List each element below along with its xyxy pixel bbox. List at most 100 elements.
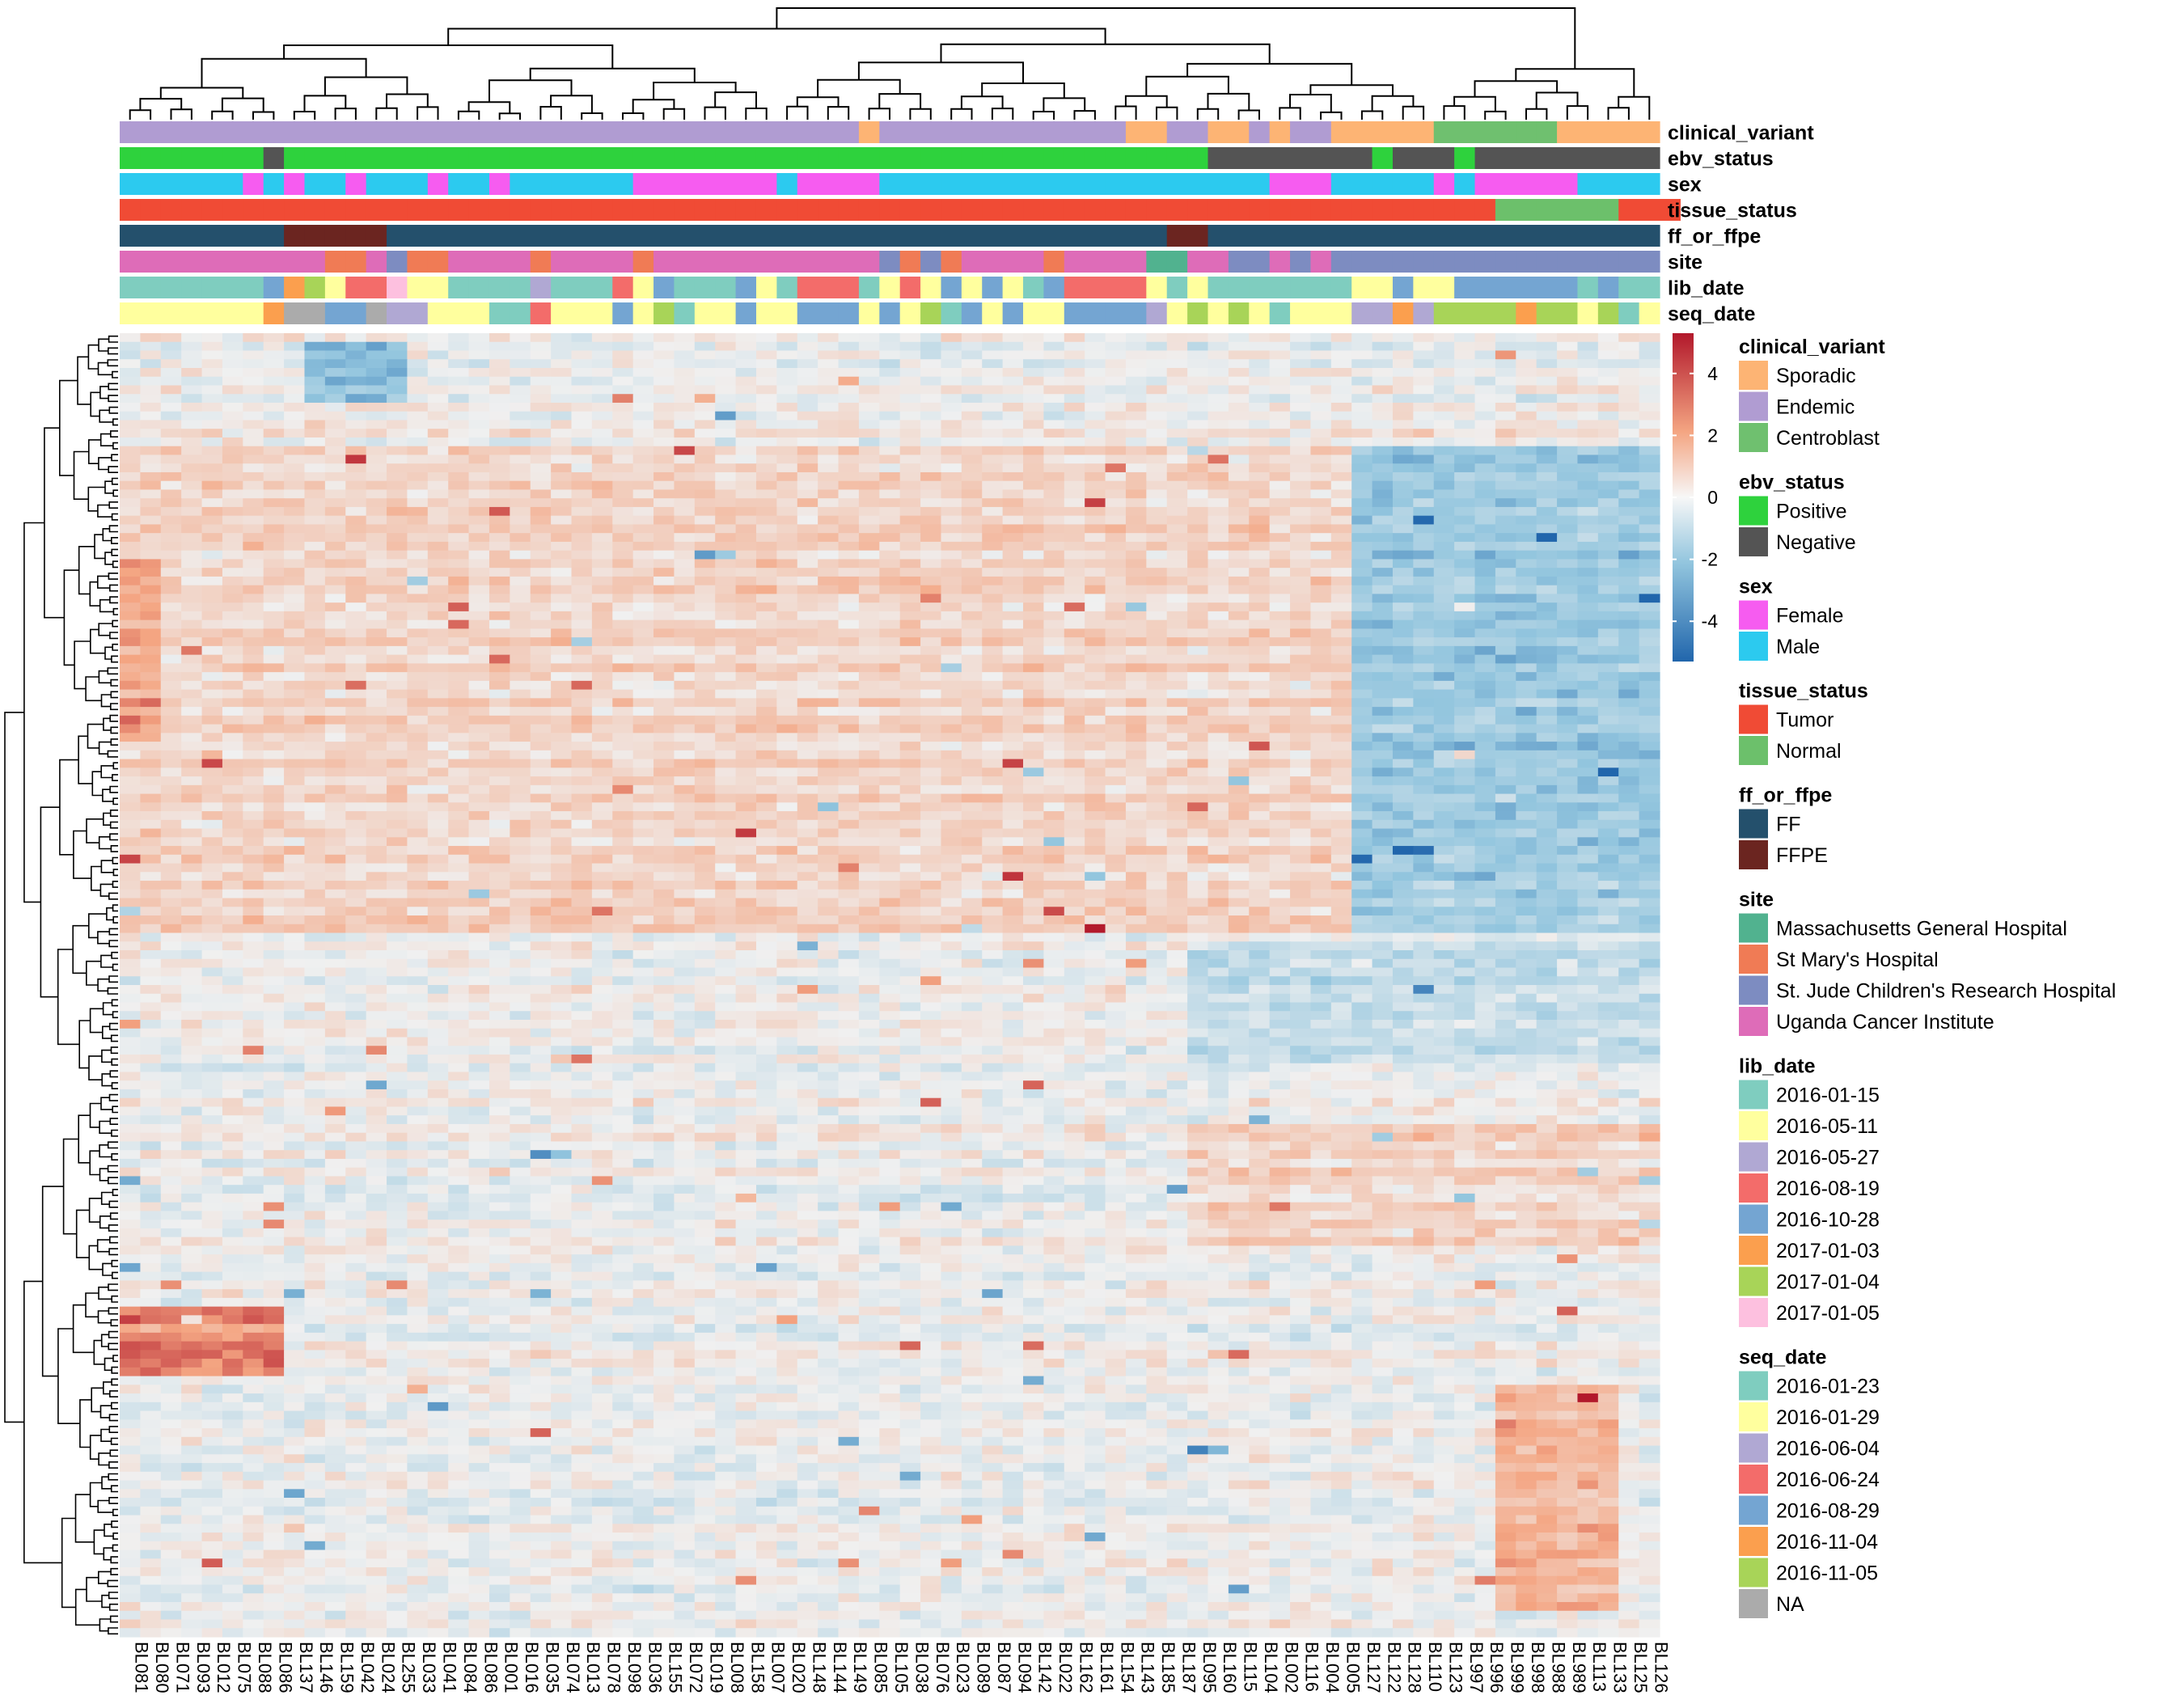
annotation-cell-ebv_status <box>899 147 921 169</box>
heatmap-cell <box>653 750 675 760</box>
heatmap-cell <box>858 802 880 812</box>
heatmap-cell <box>1187 446 1209 456</box>
heatmap-cell <box>612 645 634 656</box>
heatmap-cell <box>715 663 737 673</box>
heatmap-cell <box>1085 385 1106 395</box>
heatmap-cell <box>160 672 182 682</box>
annotation-cell-site <box>571 251 593 273</box>
heatmap-cell <box>818 498 840 508</box>
dendrogram-branch <box>108 335 118 343</box>
heatmap-cell <box>1043 376 1065 387</box>
annotation-cell-tissue_status <box>1577 199 1599 221</box>
annotation-cell-site <box>427 251 449 273</box>
heatmap-cell <box>982 594 1004 603</box>
heatmap-cell <box>1146 663 1168 673</box>
annotation-cell-site <box>735 251 757 273</box>
heatmap-cell <box>694 471 716 482</box>
heatmap-cell <box>1536 411 1558 421</box>
dendrogram-branch <box>100 1097 113 1110</box>
heatmap-cell <box>243 698 264 708</box>
heatmap-cell <box>1290 550 1312 560</box>
heatmap-cell <box>1577 628 1599 638</box>
heatmap-cell <box>674 506 696 517</box>
heatmap-cell <box>140 550 162 560</box>
heatmap-cell <box>222 333 243 343</box>
heatmap-cell <box>448 733 470 742</box>
dendrogram-branch <box>109 1070 118 1078</box>
heatmap-cell <box>1249 594 1271 603</box>
annotation-cell-site <box>674 251 696 273</box>
annotation-cell-ebv_status <box>1597 147 1619 169</box>
heatmap-cell <box>1043 715 1065 725</box>
heatmap-cell <box>366 715 387 725</box>
dendrogram-branch <box>101 1049 112 1063</box>
heatmap-cell <box>1639 568 1660 577</box>
heatmap-cell <box>1351 784 1373 795</box>
heatmap-cell <box>1557 385 1579 395</box>
heatmap-cell <box>1474 515 1496 526</box>
heatmap-cell <box>1372 645 1394 656</box>
dendrogram-branch <box>89 1482 102 1507</box>
heatmap-cell <box>694 680 716 691</box>
heatmap-cell <box>1597 715 1619 725</box>
dendrogram-branch <box>112 607 118 615</box>
annotation-cell-tissue_status <box>715 199 737 221</box>
heatmap-cell <box>1557 411 1579 421</box>
annotation-cell-ff_or_ffpe <box>1557 225 1579 247</box>
heatmap-cell <box>304 724 326 734</box>
heatmap-cell <box>1618 576 1640 586</box>
annotation-cell-seq_date <box>530 302 552 324</box>
heatmap-cell <box>1269 533 1291 543</box>
heatmap-cell <box>120 742 141 751</box>
heatmap-cell <box>797 480 818 491</box>
heatmap-cell <box>201 559 223 569</box>
dendrogram-branch <box>375 107 398 120</box>
heatmap-cell <box>941 759 962 768</box>
heatmap-cell <box>510 420 531 429</box>
annotation-cell-site <box>489 251 510 273</box>
heatmap-cell <box>468 698 490 708</box>
heatmap-cell <box>982 776 1004 786</box>
heatmap-cell <box>1187 506 1209 517</box>
heatmap-cell <box>755 533 777 543</box>
annotation-cell-ff_or_ffpe <box>1516 225 1537 247</box>
annotation-cell-ebv_status <box>387 147 408 169</box>
heatmap-cell <box>1166 524 1188 534</box>
heatmap-cell <box>1351 585 1373 594</box>
dendrogram-branch <box>1032 111 1055 120</box>
heatmap-cell <box>1454 506 1476 517</box>
heatmap-cell <box>243 506 264 517</box>
heatmap-cell <box>1208 341 1229 352</box>
dendrogram-branch <box>104 1524 114 1537</box>
heatmap-cell <box>920 463 942 473</box>
heatmap-cell <box>387 367 408 378</box>
heatmap-cell <box>1536 385 1558 395</box>
heatmap-cell <box>612 707 634 717</box>
heatmap-cell <box>1474 742 1496 751</box>
heatmap-cell <box>1639 541 1660 552</box>
heatmap-cell <box>120 802 141 812</box>
heatmap-cell <box>591 602 613 612</box>
heatmap-cell <box>1187 619 1209 629</box>
annotation-cell-ff_or_ffpe <box>1474 225 1496 247</box>
heatmap-cell <box>140 376 162 387</box>
heatmap-cell <box>345 533 367 543</box>
heatmap-cell <box>1433 576 1455 586</box>
heatmap-cell <box>1125 733 1147 742</box>
annotation-cell-seq_date <box>1413 302 1435 324</box>
annotation-cell-sex <box>1639 173 1660 195</box>
heatmap-cell <box>1639 550 1660 560</box>
heatmap-cell <box>530 602 552 612</box>
heatmap-cell <box>1392 707 1414 717</box>
dendrogram-branch <box>101 1073 112 1087</box>
annotation-cell-ff_or_ffpe <box>961 225 983 247</box>
heatmap-cell <box>1433 759 1455 768</box>
heatmap-cell <box>1310 759 1332 768</box>
heatmap-cell <box>715 594 737 603</box>
dendrogram-branch <box>108 1497 118 1504</box>
heatmap-cell <box>551 784 573 795</box>
heatmap-cell <box>181 524 203 534</box>
heatmap-cell <box>1413 394 1435 404</box>
heatmap-cell <box>345 784 367 795</box>
heatmap-cell <box>304 689 326 699</box>
